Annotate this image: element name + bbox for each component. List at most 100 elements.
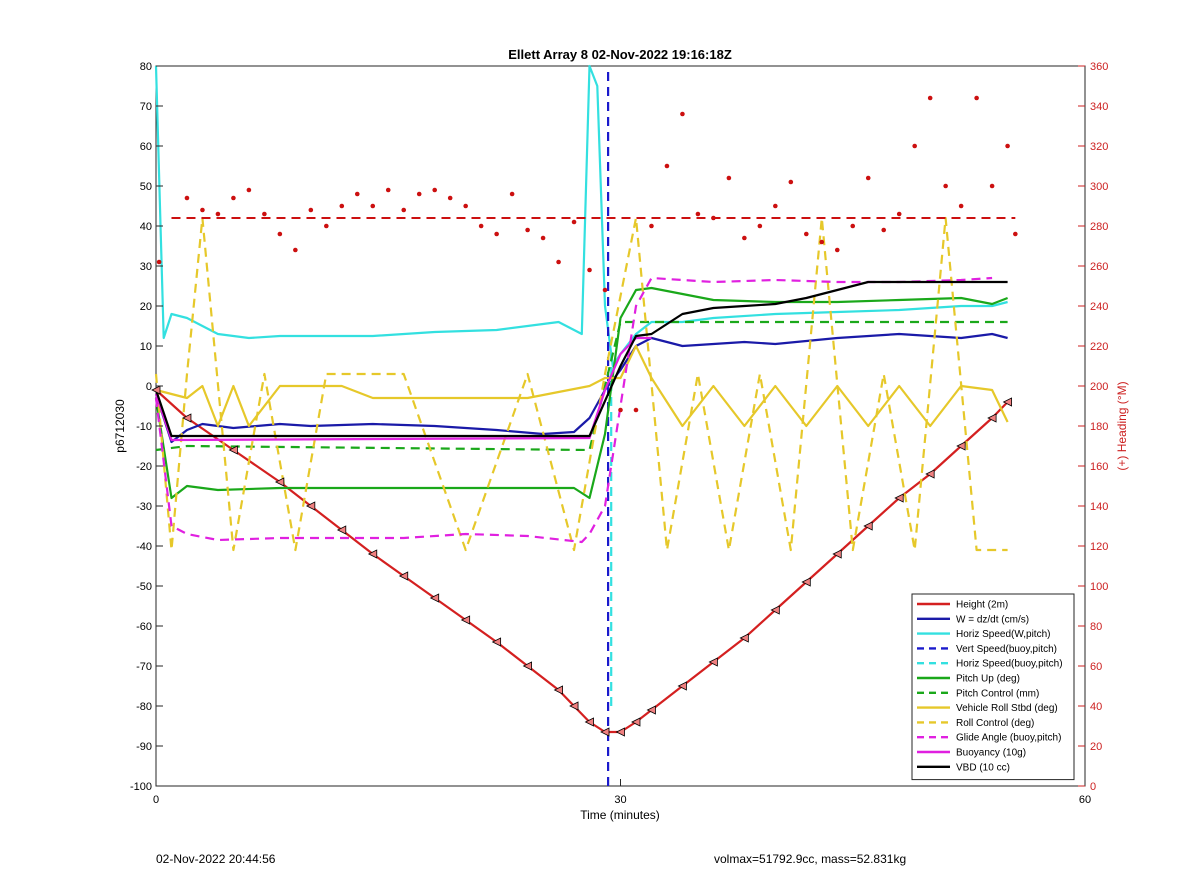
y2-tick-label: 340 [1090,101,1108,113]
legend-entry: Pitch Up (deg) [956,674,1020,685]
heading-point [571,219,577,225]
height-marker [600,727,610,737]
y2-tick-label: 240 [1090,301,1108,313]
height-marker [863,521,873,531]
heading-point [819,239,825,245]
heading-point [540,235,546,241]
heading-point [370,203,376,209]
heading-point [989,183,995,189]
y-tick-label: -30 [136,501,152,513]
y-tick-label: 50 [140,181,152,193]
height-marker [228,445,238,455]
y-axis-label: p6712030 [113,399,127,453]
heading-point [927,95,933,101]
heading-point [896,211,902,217]
y2-tick-label: 100 [1090,581,1108,593]
height-marker [646,705,656,715]
heading-point [525,227,530,233]
y-tick-label: 30 [140,261,152,273]
y2-axis-label: (+) Heading (°M) [1115,381,1129,470]
heading-point [850,223,856,229]
height-marker [491,637,502,647]
height-marker [182,413,192,423]
heading-point [447,195,453,201]
heading-point [881,227,887,233]
height-marker [832,549,842,559]
y-tick-label: -70 [136,661,152,673]
footer-volmax-mass: volmax=51792.9cc, mass=52.831kg [714,852,907,866]
y2-tick-label: 160 [1090,461,1108,473]
heading-point [246,187,252,193]
legend-entry: Roll Control (deg) [956,718,1034,729]
heading-point [773,203,778,209]
heading-point [184,195,190,201]
heading-layer [156,95,1018,413]
heading-point [262,211,267,217]
heading-point [587,267,592,273]
series-line-5 [154,286,1008,500]
heading-point [156,259,162,265]
height-marker [429,593,440,603]
y-tick-label: 80 [140,61,152,73]
heading-point [494,231,499,237]
height-markers [151,385,1012,737]
series-line-1 [154,332,1008,444]
heading-point [432,187,438,193]
y-tick-label: -20 [136,461,152,473]
height-marker [398,571,409,581]
y2-tick-label: 180 [1090,421,1108,433]
heading-point [277,231,283,237]
height-marker [584,717,594,727]
heading-point [912,143,917,149]
legend-entry: Pitch Control (mm) [956,688,1039,699]
height-marker [987,413,997,423]
y-tick-label: 0 [146,381,152,393]
height-marker [1002,397,1012,407]
heading-point [1005,143,1010,149]
y2-tick-label: 80 [1090,621,1102,633]
x-tick-label: 0 [153,794,159,806]
x-tick-label: 30 [614,794,626,806]
legend-entry: Vehicle Roll Stbd (deg) [956,703,1058,714]
y-tick-label: -80 [136,701,152,713]
heading-point [757,223,763,229]
heading-point [680,111,685,117]
heading-point [354,191,360,197]
heading-point [649,223,654,229]
heading-point [943,183,948,189]
heading-point [618,407,623,413]
heading-point [726,175,732,181]
heading-point [509,191,515,197]
height-marker [553,685,563,695]
y2-tick-label: 40 [1090,701,1102,713]
height-marker [677,681,687,691]
heading-point [865,175,871,181]
heading-point [324,223,329,229]
y-tick-label: 40 [140,221,152,233]
y-tick-label: -90 [136,741,152,753]
y2-tick-label: 0 [1090,781,1096,793]
y2-tick-label: 280 [1090,221,1108,233]
legend-entry: Glide Angle (buoy,pitch) [956,733,1061,744]
legend-entry: Vert Speed(buoy,pitch) [956,644,1057,655]
y2-tick-label: 260 [1090,261,1108,273]
y-tick-label: -100 [130,781,152,793]
y-tick-label: 20 [140,301,152,313]
y-tick-label: 10 [140,341,152,353]
series-line-9 [154,276,993,544]
height-marker [631,717,641,727]
series-line-7 [155,344,1009,428]
y2-tick-label: 20 [1090,741,1102,753]
series-layer [151,64,1012,786]
heading-point [633,407,639,413]
y2-tick-label: 360 [1090,61,1108,73]
y2-tick-label: 140 [1090,501,1108,513]
heading-point [742,235,747,241]
heading-point [958,203,964,209]
height-marker [894,493,904,503]
height-marker [151,385,161,395]
legend-entry: VBD (10 cc) [956,762,1010,773]
heading-point [711,215,716,221]
heading-point [401,207,407,213]
heading-point [463,203,468,209]
